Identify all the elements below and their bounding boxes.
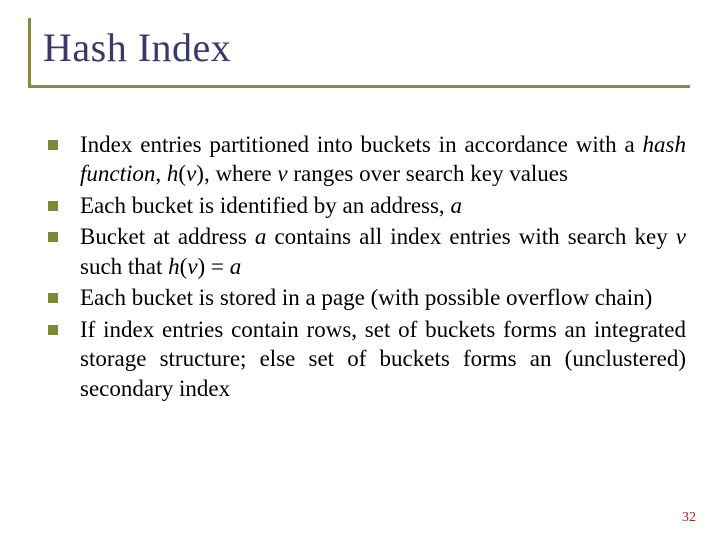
slide-title: Hash Index — [43, 24, 690, 71]
page-number: 32 — [682, 510, 696, 526]
list-item: Index entries partitioned into buckets i… — [48, 130, 686, 189]
list-item: If index entries contain rows, set of bu… — [48, 315, 686, 403]
list-item: Each bucket is stored in a page (with po… — [48, 283, 686, 312]
title-container: Hash Index — [28, 18, 690, 88]
bullet-text: Index entries partitioned into buckets i… — [80, 130, 686, 189]
square-bullet-icon — [48, 293, 58, 303]
square-bullet-icon — [48, 325, 58, 335]
bullet-text: Each bucket is stored in a page (with po… — [80, 283, 686, 312]
bullet-text: Bucket at address a contains all index e… — [80, 222, 686, 281]
bullet-list: Index entries partitioned into buckets i… — [28, 130, 692, 403]
bullet-text: If index entries contain rows, set of bu… — [80, 315, 686, 403]
square-bullet-icon — [48, 140, 58, 150]
bullet-text: Each bucket is identified by an address,… — [80, 191, 686, 220]
list-item: Bucket at address a contains all index e… — [48, 222, 686, 281]
square-bullet-icon — [48, 201, 58, 211]
square-bullet-icon — [48, 232, 58, 242]
slide: Hash Index Index entries partitioned int… — [0, 0, 720, 540]
list-item: Each bucket is identified by an address,… — [48, 191, 686, 220]
